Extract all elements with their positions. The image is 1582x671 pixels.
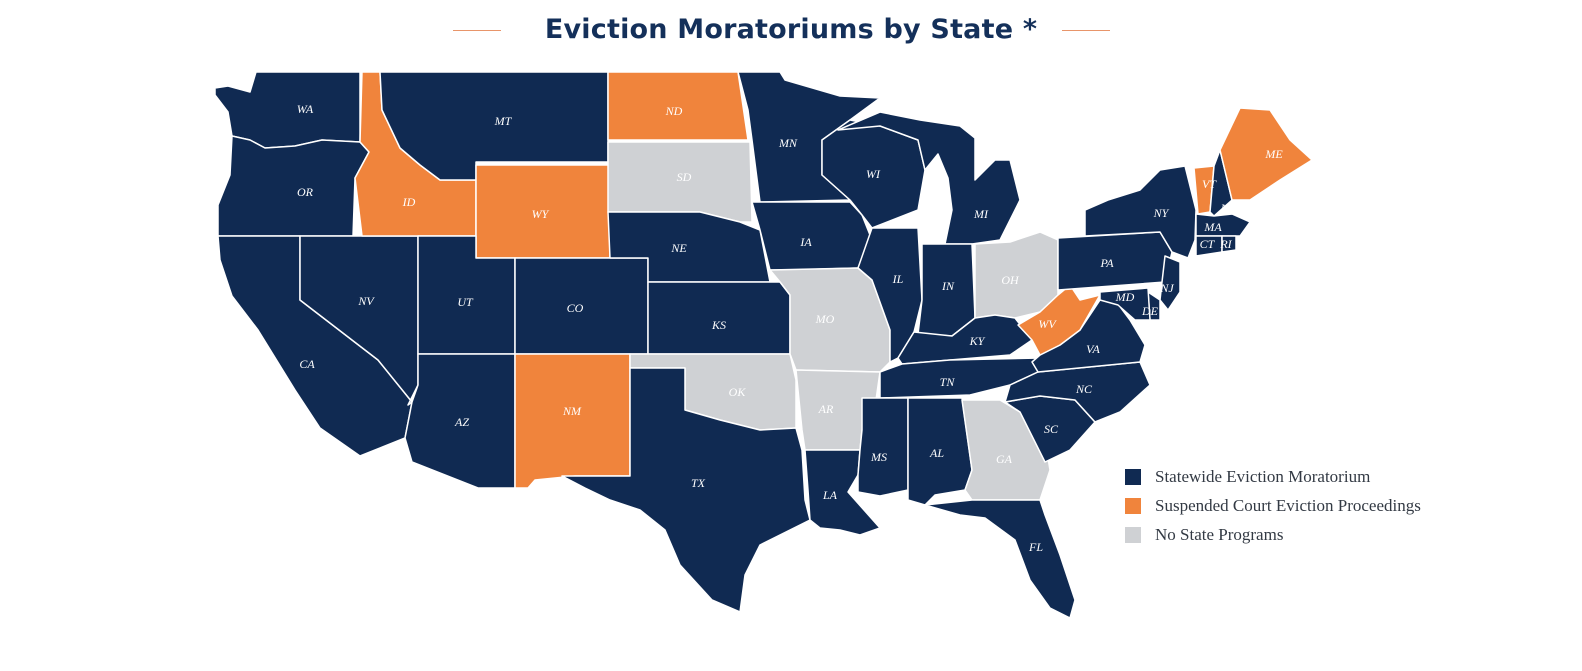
state-label-oh: OH [1001,273,1020,287]
legend-label-none: No State Programs [1155,524,1284,544]
legend-swatch-none [1125,526,1141,543]
state-label-az: AZ [454,415,469,429]
state-label-ut: UT [457,295,474,309]
state-mi [837,111,1021,245]
state-label-nj: NJ [1159,281,1174,295]
state-nh [1209,149,1233,217]
state-label-ma: MA [1203,220,1222,234]
legend-item-none: No State Programs [1125,520,1565,549]
state-ri [1221,235,1237,253]
state-nm [514,353,631,489]
state-label-ga: GA [996,452,1013,466]
state-label-md: MD [1115,290,1135,304]
state-label-ks: KS [711,318,726,332]
state-label-sc: SC [1044,422,1059,436]
state-label-ok: OK [729,385,747,399]
state-label-sd: SD [677,170,692,184]
state-or [217,135,370,237]
state-label-ct: CT [1200,237,1216,251]
state-label-vt: VT [1202,177,1217,191]
state-label-wi: WI [866,167,881,181]
state-label-ar: AR [818,402,834,416]
state-pa [1057,231,1173,291]
legend-label-statewide: Statewide Eviction Moratorium [1155,466,1371,486]
state-label-wv: WV [1038,317,1057,331]
state-label-wy: WY [532,207,550,221]
state-label-il: IL [892,272,904,286]
state-label-ri: RI [1219,237,1232,251]
state-label-co: CO [567,301,584,315]
state-label-tn: TN [940,375,956,389]
state-label-nd: ND [665,104,683,118]
legend-item-suspended: Suspended Court Eviction Proceedings [1125,491,1565,520]
state-nj [1159,255,1181,311]
state-label-me: ME [1264,147,1283,161]
state-label-in: IN [941,279,955,293]
state-tx [561,367,811,613]
map-title: Eviction Moratoriums by State * [544,14,1038,45]
state-label-va: VA [1086,342,1100,356]
state-label-id: ID [402,195,416,209]
title-rule-left [453,30,501,31]
legend-swatch-statewide [1125,468,1141,485]
state-fl [924,499,1076,619]
state-ms [857,397,909,497]
state-label-ne: NE [670,241,687,255]
state-label-ny: NY [1153,206,1170,220]
state-label-fl: FL [1028,540,1043,554]
state-label-tx: TX [691,476,706,490]
state-label-de: DE [1141,304,1159,318]
state-label-nc: NC [1075,382,1093,396]
state-ia [751,201,873,271]
title-row: Eviction Moratoriums by State * [0,10,1582,54]
state-label-nh: NH [1220,201,1239,215]
state-label-or: OR [297,185,314,199]
state-label-ky: KY [969,334,986,348]
state-md [1099,287,1151,321]
legend: Statewide Eviction Moratorium Suspended … [1125,462,1565,549]
state-label-nv: NV [357,294,375,308]
state-nd [607,71,749,141]
legend-item-statewide: Statewide Eviction Moratorium [1125,462,1565,491]
state-label-wa: WA [297,102,314,116]
state-label-ia: IA [799,235,812,249]
state-label-pa: PA [1099,256,1114,270]
state-label-mt: MT [494,114,513,128]
state-label-ca: CA [299,357,315,371]
state-label-al: AL [929,446,944,460]
title-rule-right [1062,30,1110,31]
state-label-la: LA [822,488,838,502]
state-me [1219,107,1313,201]
state-label-nm: NM [562,404,582,418]
state-label-mn: MN [778,136,798,150]
state-il [857,227,923,363]
legend-label-suspended: Suspended Court Eviction Proceedings [1155,495,1421,515]
legend-swatch-suspended [1125,497,1141,514]
state-label-mi: MI [973,207,989,221]
state-label-mo: MO [815,312,835,326]
state-label-ms: MS [870,450,887,464]
